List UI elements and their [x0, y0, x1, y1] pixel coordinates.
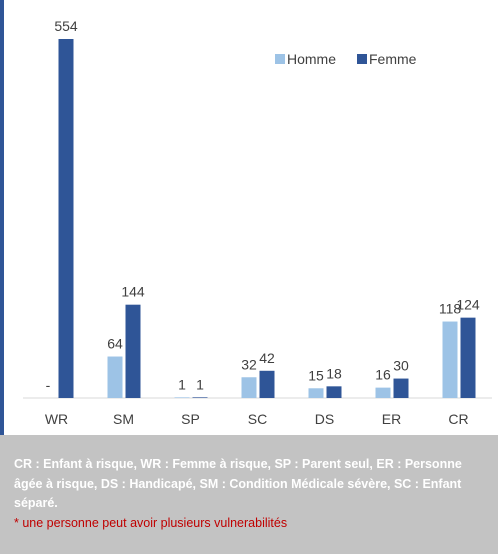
- value-label: 1: [178, 376, 186, 392]
- value-label: 124: [456, 297, 480, 313]
- bar: [393, 378, 409, 398]
- bar: [192, 397, 208, 398]
- x-tick-label: SC: [248, 411, 267, 427]
- legend-label: Femme: [369, 51, 417, 67]
- footer: CR : Enfant à risque, WR : Femme à risqu…: [0, 435, 498, 554]
- value-label: 18: [326, 365, 342, 381]
- legend-swatch: [357, 54, 367, 64]
- value-label: 144: [121, 284, 145, 300]
- value-label: 32: [241, 356, 257, 372]
- value-label: 64: [107, 336, 123, 352]
- bar: [460, 317, 476, 398]
- legend-label: Homme: [287, 51, 336, 67]
- value-label: -: [46, 377, 51, 393]
- bar: [107, 356, 123, 398]
- value-label: 1: [196, 376, 204, 392]
- bar: [241, 377, 257, 398]
- bar: [326, 386, 342, 398]
- value-label: 42: [259, 350, 275, 366]
- value-label: 16: [375, 367, 391, 383]
- x-tick-label: WR: [45, 411, 68, 427]
- x-tick-label: DS: [315, 411, 334, 427]
- bar: [308, 388, 324, 398]
- footer-description: CR : Enfant à risque, WR : Femme à risqu…: [14, 457, 462, 510]
- value-label: 30: [393, 358, 409, 374]
- side-stripe: [0, 0, 4, 435]
- bar: [375, 387, 391, 398]
- value-label: 118: [439, 301, 462, 317]
- x-tick-label: CR: [448, 411, 468, 427]
- bar: [442, 321, 458, 398]
- x-tick-label: SP: [181, 411, 200, 427]
- bar: [58, 39, 74, 398]
- bar: [174, 397, 190, 398]
- footer-note: * une personne peut avoir plusieurs vuln…: [14, 515, 288, 530]
- bar: [125, 304, 141, 398]
- legend-swatch: [275, 54, 285, 64]
- bar: [259, 370, 275, 398]
- value-label: 554: [54, 18, 78, 34]
- x-tick-label: ER: [382, 411, 401, 427]
- value-label: 15: [308, 367, 324, 383]
- x-tick-label: SM: [113, 411, 134, 427]
